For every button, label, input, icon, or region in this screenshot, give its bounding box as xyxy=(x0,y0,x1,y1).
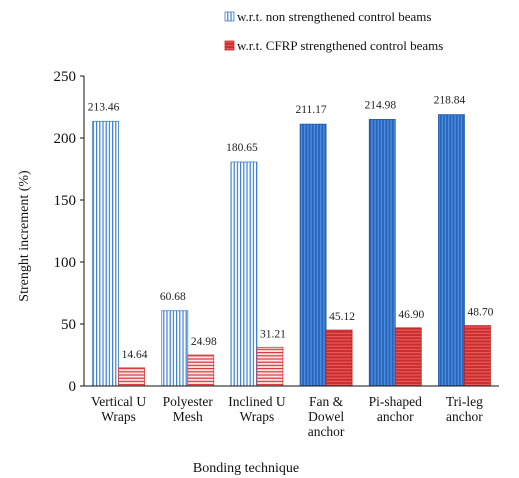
data-label-series-1-cat-5: 214.98 xyxy=(364,99,396,111)
bar-series-2-cat-6 xyxy=(464,325,491,387)
data-label-series-2-cat-1: 14.64 xyxy=(122,349,148,361)
y-axis-title: Strenght increment (%) xyxy=(17,170,32,302)
legend-label-series-2: w.r.t. CFRP strengthened control beams xyxy=(237,38,443,53)
category-label-3-line-1: Inclined U xyxy=(228,394,286,409)
bar-series-1-cat-5 xyxy=(368,119,396,387)
bar-series-1-cat-1 xyxy=(92,120,119,387)
bars xyxy=(92,114,491,387)
category-label-2-line-2: Mesh xyxy=(173,409,203,424)
category-label-6-line-1: Tri-leg xyxy=(446,394,483,409)
y-axis-ticks: 0 50 100 150 200 250 xyxy=(54,69,84,395)
bar-series-1-cat-3 xyxy=(230,161,258,387)
y-tick-label: 100 xyxy=(54,255,77,271)
category-label-5-line-2: anchor xyxy=(377,409,414,424)
data-label-series-2-cat-3: 31.21 xyxy=(260,328,286,340)
category-label-1-line-1: Vertical U xyxy=(91,394,146,409)
legend-item-series-1: w.r.t. non strengthened control beams xyxy=(224,9,431,24)
data-label-series-2-cat-5: 46.90 xyxy=(398,309,424,321)
y-tick-label: 150 xyxy=(54,193,77,209)
category-label-2-line-1: Polyester xyxy=(163,394,214,409)
bar-series-2-cat-4 xyxy=(325,329,353,387)
category-label-6-line-2: anchor xyxy=(446,409,483,424)
y-tick-label: 50 xyxy=(61,317,76,333)
bar-series-2-cat-3 xyxy=(256,346,284,387)
legend: w.r.t. non strengthened control beams w.… xyxy=(224,9,443,53)
y-tick-label: 250 xyxy=(54,69,77,85)
y-tick-label: 200 xyxy=(54,131,77,147)
category-label-4-line-3: anchor xyxy=(308,424,345,439)
data-label-series-2-cat-2: 24.98 xyxy=(191,336,217,348)
data-label-series-2-cat-6: 48.70 xyxy=(467,307,493,319)
legend-swatch-series-2 xyxy=(224,40,235,51)
data-label-series-1-cat-6: 218.84 xyxy=(434,95,466,107)
category-label-1-line-2: Wraps xyxy=(101,409,136,424)
data-label-series-2-cat-4: 45.12 xyxy=(329,311,355,323)
bar-series-1-cat-2 xyxy=(161,310,189,387)
data-label-series-1-cat-3: 180.65 xyxy=(226,142,258,154)
legend-label-series-1: w.r.t. non strengthened control beams xyxy=(237,9,431,24)
x-axis-title: Bonding technique xyxy=(193,461,299,476)
bar-series-1-cat-4 xyxy=(299,123,327,387)
category-label-3-line-2: Wraps xyxy=(240,409,275,424)
bar-series-2-cat-5 xyxy=(394,327,422,387)
y-tick-label: 0 xyxy=(69,379,77,395)
data-labels: 213.46 14.64 60.68 24.98 180.65 31.21 211.17 45… xyxy=(88,95,494,361)
category-label-4-line-1: Fan & xyxy=(309,394,344,409)
data-label-series-1-cat-1: 213.46 xyxy=(88,101,120,113)
bar-series-1-cat-6 xyxy=(438,114,465,387)
category-label-5-line-1: Pi-shaped xyxy=(369,394,422,409)
data-label-series-1-cat-4: 211.17 xyxy=(295,104,326,116)
category-label-4-line-2: Dowel xyxy=(308,409,344,424)
legend-item-series-2: w.r.t. CFRP strengthened control beams xyxy=(224,38,443,53)
bar-series-2-cat-1 xyxy=(118,367,145,387)
data-label-series-1-cat-2: 60.68 xyxy=(160,291,186,303)
legend-swatch-series-1 xyxy=(224,11,235,22)
bar-series-2-cat-2 xyxy=(187,354,215,387)
